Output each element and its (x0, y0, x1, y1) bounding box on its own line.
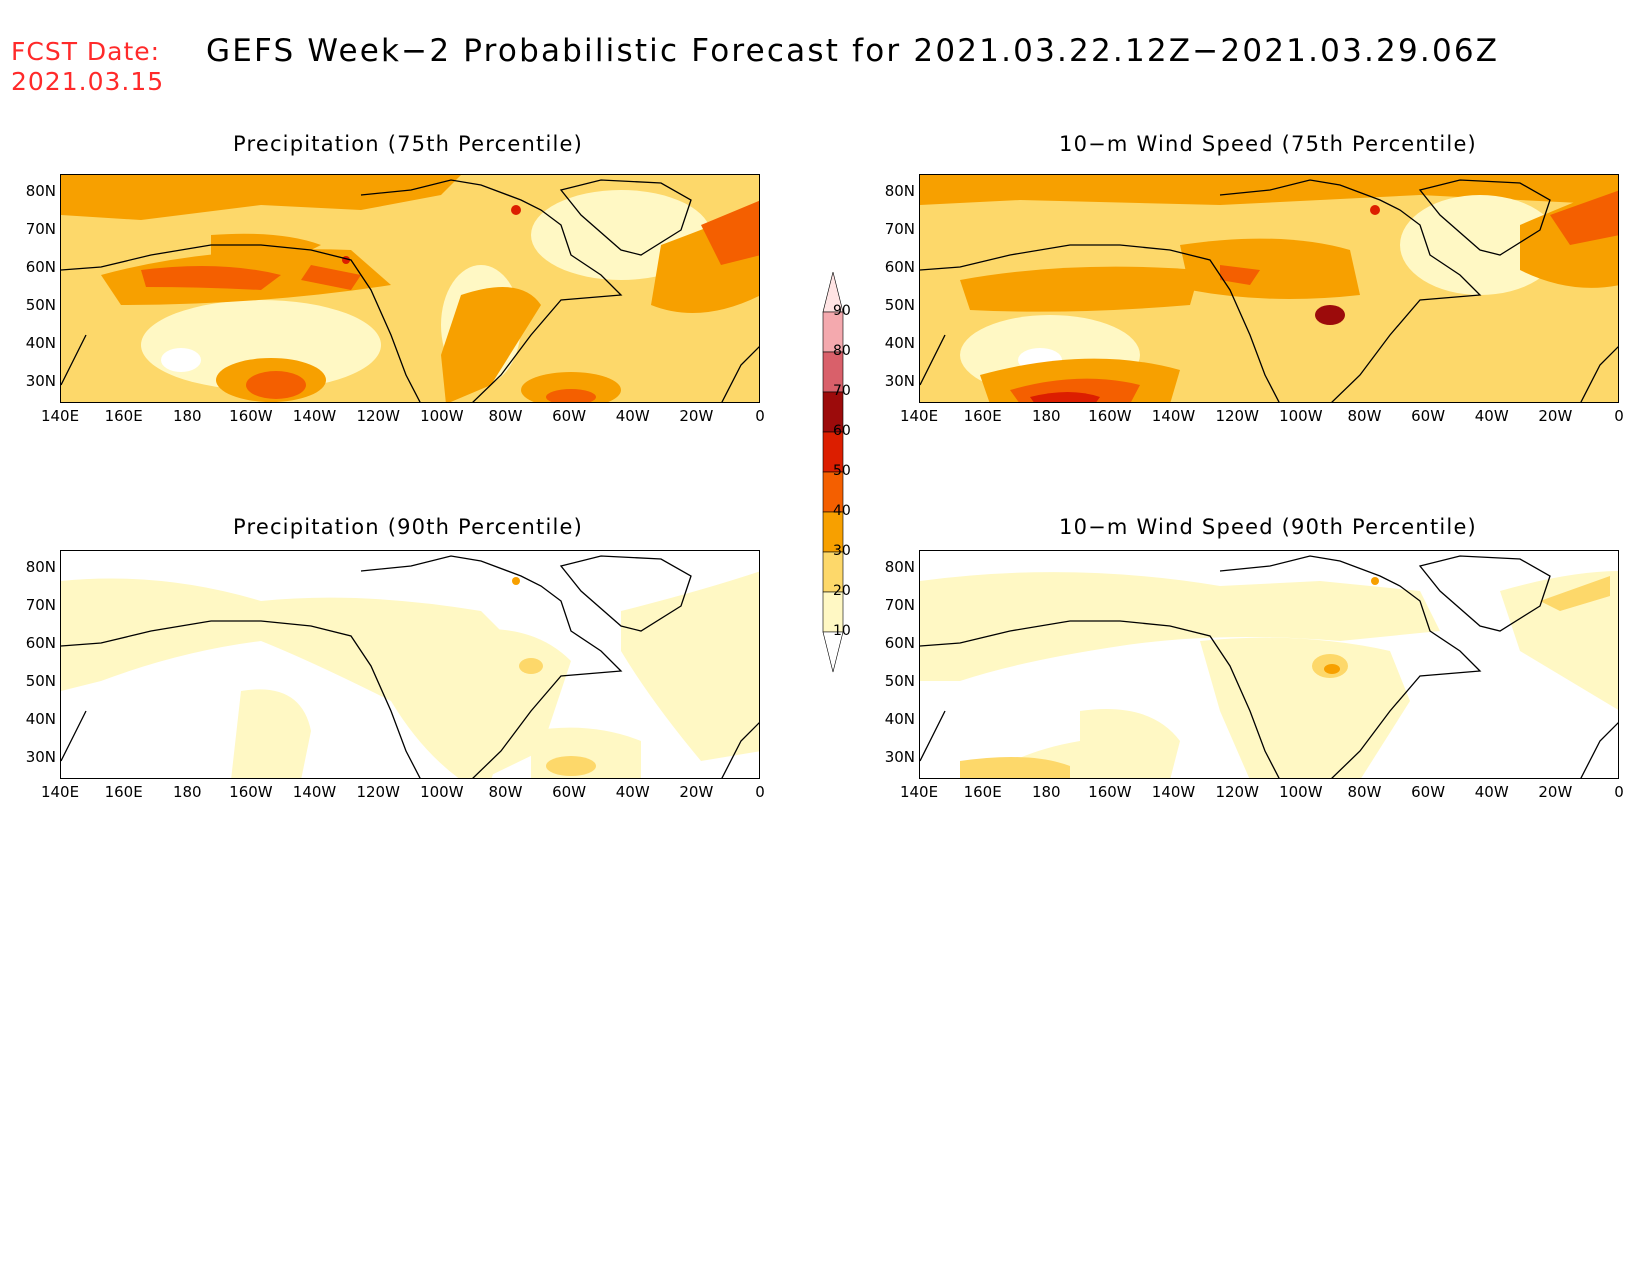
lon-tick-label: 60W (552, 783, 587, 801)
lat-tick-label: 60N (25, 634, 56, 652)
lon-tick-label: 120W (1215, 407, 1259, 425)
lon-tick-label: 60W (1411, 407, 1446, 425)
lat-tick-label: 70N (25, 220, 56, 238)
colorbar-level-label: 50 (833, 463, 851, 479)
lon-tick-label: 180 (172, 783, 202, 801)
lon-tick-label: 140W (292, 783, 337, 801)
panel-title-precip-90: Precipitation (90th Percentile) (232, 515, 584, 539)
colorbar-level-label: 60 (833, 423, 851, 439)
lat-tick-label: 40N (884, 334, 915, 352)
colorbar-level-label: 30 (833, 543, 851, 559)
lon-tick-label: 160W (1088, 407, 1132, 425)
lon-tick-label: 40W (615, 783, 650, 801)
colorbar-level-label: 20 (833, 583, 851, 599)
lon-tick-label: 80W (1347, 783, 1382, 801)
lon-tick-label: 20W (679, 783, 714, 801)
lat-tick-label: 40N (25, 334, 56, 352)
lon-tick-label: 160W (1088, 783, 1132, 801)
lon-tick-label: 40W (615, 407, 650, 425)
lon-tick-label: 60W (552, 407, 587, 425)
lat-tick-label: 30N (25, 748, 56, 766)
lat-tick-label: 40N (884, 710, 915, 728)
lon-tick-label: 120W (356, 407, 400, 425)
lat-tick-label: 60N (884, 634, 915, 652)
colorbar-level-label: 70 (833, 383, 851, 399)
lon-tick-label: 0 (1614, 783, 1624, 801)
lat-tick-label: 80N (884, 182, 915, 200)
lat-tick-label: 80N (884, 558, 915, 576)
lat-tick-label: 40N (25, 710, 56, 728)
lat-tick-label: 50N (884, 672, 915, 690)
colorbar-bottom-arrow (822, 631, 844, 673)
lon-tick-label: 80W (488, 407, 523, 425)
map-canvas (61, 175, 759, 402)
lon-tick-label: 180 (172, 407, 202, 425)
lon-tick-label: 100W (420, 407, 464, 425)
colorbar-level-label: 40 (833, 503, 851, 519)
page-title: GEFS Week−2 Probabilistic Forecast for 2… (206, 33, 1500, 69)
map-canvas (920, 175, 1618, 402)
lon-tick-label: 120W (356, 783, 400, 801)
map-wind-90 (919, 550, 1619, 779)
lon-tick-label: 160E (104, 407, 143, 425)
lon-tick-label: 160E (963, 783, 1002, 801)
lat-tick-label: 50N (25, 296, 56, 314)
lon-tick-label: 140E (899, 783, 939, 801)
colorbar-level-label: 90 (833, 303, 851, 319)
lon-tick-label: 100W (420, 783, 464, 801)
lon-tick-label: 160E (104, 783, 143, 801)
lat-tick-label: 70N (25, 596, 56, 614)
lat-tick-label: 50N (884, 296, 915, 314)
lat-tick-label: 60N (884, 258, 915, 276)
panel-title-wind-90: 10−m Wind Speed (90th Percentile) (1059, 515, 1477, 539)
map-wind-75 (919, 174, 1619, 403)
lon-tick-label: 140W (1151, 407, 1196, 425)
lat-tick-label: 70N (884, 220, 915, 238)
lon-tick-label: 180 (1031, 783, 1061, 801)
forecast-date-value: 2021.03.15 (11, 67, 165, 96)
lon-tick-label: 0 (755, 783, 765, 801)
lon-tick-label: 40W (1474, 407, 1509, 425)
lat-tick-label: 30N (884, 372, 915, 390)
lon-tick-label: 120W (1215, 783, 1259, 801)
lon-tick-label: 0 (1614, 407, 1624, 425)
lat-tick-label: 30N (884, 748, 915, 766)
map-canvas (920, 551, 1618, 778)
lon-tick-label: 160W (229, 407, 273, 425)
lon-tick-label: 180 (1031, 407, 1061, 425)
lat-tick-label: 60N (25, 258, 56, 276)
lon-tick-label: 40W (1474, 783, 1509, 801)
map-precip-75 (60, 174, 760, 403)
lat-tick-label: 30N (25, 372, 56, 390)
lon-tick-label: 140E (40, 783, 80, 801)
lon-tick-label: 0 (755, 407, 765, 425)
forecast-date-label: FCST Date: (11, 37, 161, 66)
lon-tick-label: 60W (1411, 783, 1446, 801)
map-precip-90 (60, 550, 760, 779)
lat-tick-label: 80N (25, 558, 56, 576)
colorbar (822, 272, 844, 673)
panel-title-wind-75: 10−m Wind Speed (75th Percentile) (1059, 132, 1477, 156)
lat-tick-label: 50N (25, 672, 56, 690)
colorbar-level-label: 10 (833, 623, 851, 639)
colorbar-level-label: 80 (833, 343, 851, 359)
lat-tick-label: 80N (25, 182, 56, 200)
lon-tick-label: 160W (229, 783, 273, 801)
lon-tick-label: 100W (1279, 407, 1323, 425)
lon-tick-label: 160E (963, 407, 1002, 425)
lon-tick-label: 140E (40, 407, 80, 425)
lon-tick-label: 80W (488, 783, 523, 801)
lon-tick-label: 20W (679, 407, 714, 425)
lat-tick-label: 70N (884, 596, 915, 614)
lon-tick-label: 140W (292, 407, 337, 425)
lon-tick-label: 140W (1151, 783, 1196, 801)
panel-title-precip-75: Precipitation (75th Percentile) (232, 132, 584, 156)
lon-tick-label: 20W (1538, 783, 1573, 801)
lon-tick-label: 100W (1279, 783, 1323, 801)
lon-tick-label: 20W (1538, 407, 1573, 425)
lon-tick-label: 140E (899, 407, 939, 425)
map-canvas (61, 551, 759, 778)
lon-tick-label: 80W (1347, 407, 1382, 425)
